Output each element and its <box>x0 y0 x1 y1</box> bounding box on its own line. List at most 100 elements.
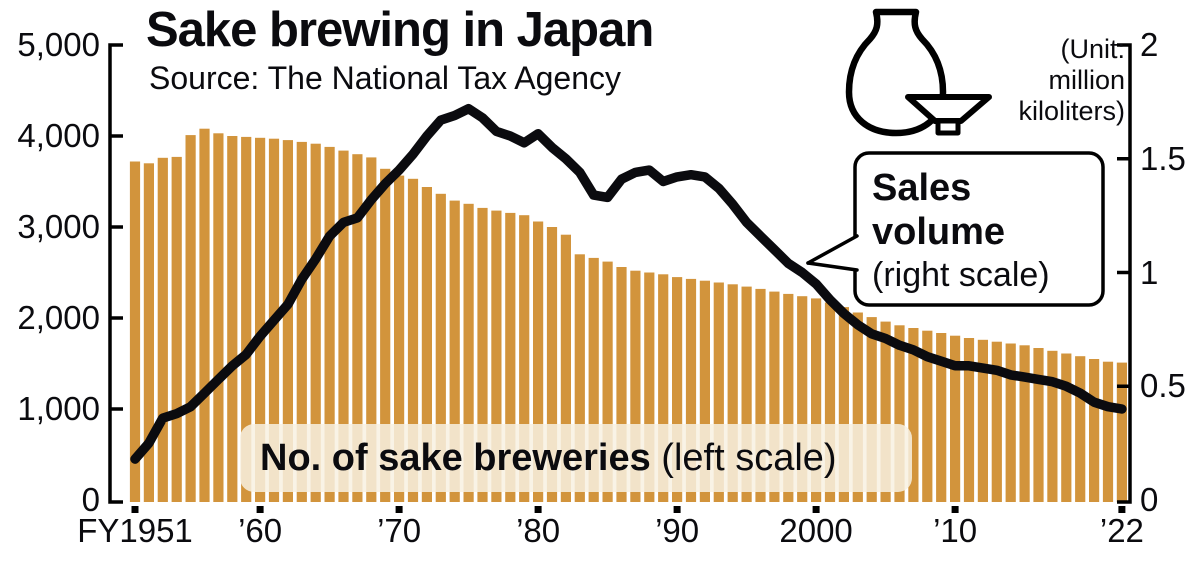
left-axis-label-2000: 2,000 <box>17 299 100 336</box>
callout-tail-edge-bottom <box>806 261 859 272</box>
brewery-bar-1951 <box>129 161 141 502</box>
brewery-bar-1977 <box>491 210 502 502</box>
brewery-bar-1996 <box>755 288 766 502</box>
brewery-bar-1968 <box>366 157 377 502</box>
x-axis-label-2010: ’10 <box>933 512 978 549</box>
left-axis-label-3000: 3,000 <box>17 208 100 245</box>
brewery-bar-2016 <box>1033 348 1044 502</box>
brewery-bar-1993 <box>713 282 724 502</box>
brewery-bar-1969 <box>380 168 391 503</box>
brewery-bar-1987 <box>630 270 641 502</box>
brewery-bar-2020 <box>1089 359 1100 502</box>
brewery-bar-2022 <box>1116 362 1127 502</box>
sales-volume-line <box>130 103 1127 464</box>
x-axis-tick-1980 <box>534 506 542 513</box>
brewery-bar-2011 <box>963 338 975 502</box>
left-axis-label-0: 0 <box>81 481 100 518</box>
brewery-bar-1960 <box>255 137 266 503</box>
breweries-series-label: No. of sake breweries (left scale) <box>240 424 912 492</box>
brewery-bar-1983 <box>574 254 585 502</box>
x-axis-label-1990: ’90 <box>655 512 700 549</box>
x-axis-tick-1960 <box>256 506 264 513</box>
brewery-bar-1979 <box>519 215 530 502</box>
right-axis-label-0: 0 <box>1140 481 1159 518</box>
brewery-bar-2000 <box>811 298 822 502</box>
sales-volume-callout: Sales volume (right scale) <box>872 166 1097 296</box>
brewery-bar-1974 <box>449 200 460 502</box>
sales-volume-callout-line2: volume <box>872 211 1006 253</box>
brewery-bar-2010 <box>950 335 961 502</box>
brewery-bar-2006 <box>894 325 905 502</box>
brewery-bar-1986 <box>616 267 627 502</box>
brewery-bar-1995 <box>741 286 752 502</box>
sales-volume-callout-box <box>853 151 1105 307</box>
x-axis-label-2022: ’22 <box>1099 512 1144 549</box>
brewery-bar-1998 <box>783 293 794 502</box>
brewery-bar-1954 <box>171 156 182 502</box>
brewery-bar-2007 <box>908 328 919 502</box>
sales-volume-callout-scale: (right scale) <box>872 256 1050 294</box>
brewery-bar-2008 <box>922 330 933 502</box>
left-axis-label-1000: 1,000 <box>17 390 100 427</box>
right-axis-label-0.5: 0.5 <box>1140 367 1186 405</box>
brewery-bar-1956 <box>199 128 210 502</box>
left-axis-label-4000: 4,000 <box>17 117 100 154</box>
brewery-bar-1953 <box>157 157 168 503</box>
x-axis-label-1951: FY1951 <box>77 512 193 549</box>
sake-cup-foot-icon <box>935 118 961 136</box>
brewery-bar-1992 <box>699 280 710 502</box>
brewery-bar-1985 <box>602 261 613 502</box>
brewery-bar-1970 <box>394 175 405 502</box>
right-axis-label-1.5: 1.5 <box>1140 139 1186 177</box>
brewery-bar-1997 <box>769 291 780 502</box>
brewery-bar-1980 <box>533 221 544 502</box>
brewery-bar-2015 <box>1019 345 1030 502</box>
brewery-bar-1966 <box>338 150 349 502</box>
brewery-bar-1999 <box>797 296 808 502</box>
x-axis-tick-2000 <box>812 506 820 513</box>
brewery-bar-2012 <box>977 339 988 502</box>
x-axis-tick-1970 <box>395 506 403 513</box>
brewery-bar-1975 <box>463 203 474 503</box>
brewery-bar-1955 <box>185 135 196 502</box>
chart-title: Sake brewing in Japan <box>146 3 654 57</box>
brewery-bar-1971 <box>407 178 419 503</box>
brewery-bar-1991 <box>685 278 697 502</box>
brewery-bar-1963 <box>296 141 307 502</box>
brewery-bar-2019 <box>1075 356 1086 502</box>
brewery-bar-2021 <box>1102 361 1114 502</box>
brewery-bar-1989 <box>658 274 669 502</box>
brewery-bar-2009 <box>936 333 947 502</box>
breweries-label-scale: (left scale) <box>650 436 837 479</box>
brewery-bar-2014 <box>1005 343 1016 502</box>
x-axis-label-2000: 2000 <box>779 512 853 549</box>
right-axis-unit-label: (Unit: million kiloliters) <box>1018 34 1125 126</box>
breweries-label-bold: No. of sake breweries <box>260 436 651 479</box>
brewery-bar-2005 <box>880 321 891 502</box>
callout-tail-edge-top <box>806 234 859 265</box>
brewery-bar-2003 <box>852 312 863 502</box>
sales-volume-callout-line1: Sales <box>872 167 972 209</box>
x-axis-label-1980: ’80 <box>516 512 561 549</box>
x-axis-label-1970: ’70 <box>377 512 422 549</box>
brewery-bar-2002 <box>838 307 849 502</box>
brewery-bar-1952 <box>143 163 154 503</box>
brewery-bar-1973 <box>435 193 446 503</box>
brewery-bar-2004 <box>866 317 877 502</box>
brewery-bar-1984 <box>588 257 599 502</box>
brewery-bar-2001 <box>824 302 836 502</box>
brewery-bar-1990 <box>672 277 683 502</box>
x-axis-tick-2010 <box>951 506 959 513</box>
brewery-bar-1958 <box>227 136 238 502</box>
brewery-bar-2018 <box>1061 353 1072 502</box>
brewery-bar-1965 <box>324 146 335 502</box>
brewery-bar-1967 <box>352 154 363 502</box>
brewery-bar-1982 <box>560 234 571 502</box>
brewery-bar-1957 <box>213 133 224 503</box>
left-axis-label-5000: 5,000 <box>17 26 100 63</box>
x-axis-tick-1951 <box>131 506 139 513</box>
chart-source: Source: The National Tax Agency <box>149 60 621 96</box>
sake-cup-icon <box>905 94 992 124</box>
